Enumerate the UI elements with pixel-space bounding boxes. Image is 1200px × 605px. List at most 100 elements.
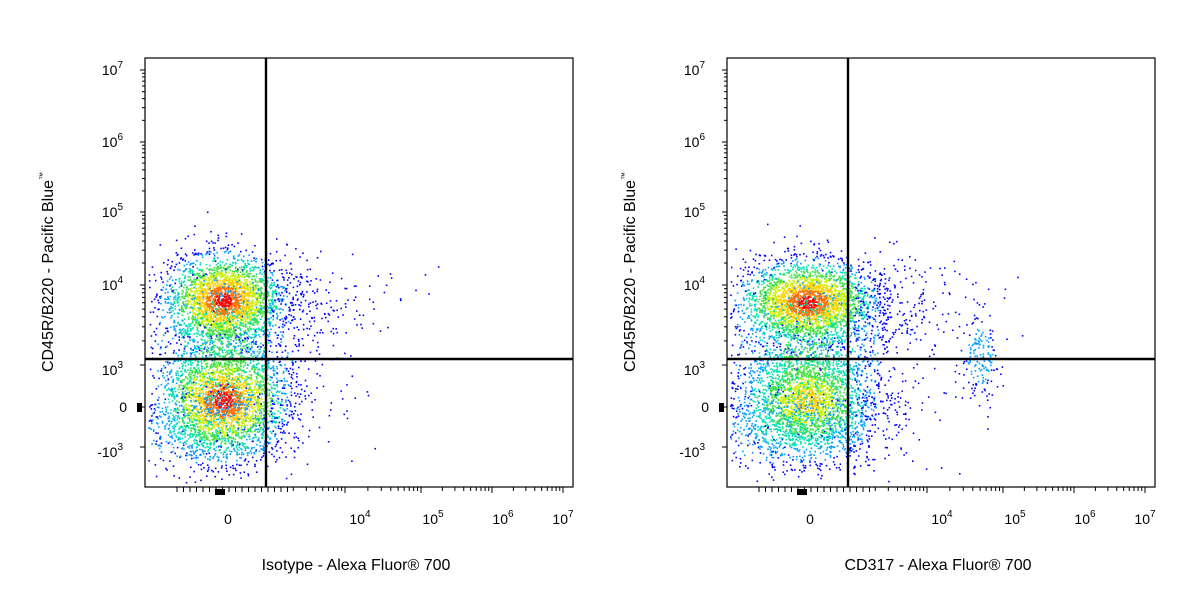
event-dot bbox=[232, 465, 234, 467]
event-dot bbox=[243, 256, 245, 258]
event-dot bbox=[226, 393, 228, 395]
event-dot bbox=[222, 400, 224, 402]
event-dot bbox=[217, 284, 219, 286]
event-dot bbox=[275, 394, 277, 396]
event-dot bbox=[261, 287, 263, 289]
event-dot bbox=[243, 382, 245, 384]
event-dot bbox=[195, 283, 197, 285]
event-dot bbox=[163, 372, 165, 374]
event-dot bbox=[166, 271, 168, 273]
event-dot bbox=[246, 417, 248, 419]
event-dot bbox=[174, 292, 176, 294]
event-dot bbox=[186, 264, 188, 266]
event-dot bbox=[205, 290, 207, 292]
event-dot bbox=[223, 248, 225, 250]
event-dot bbox=[262, 422, 264, 424]
event-dot bbox=[268, 362, 270, 364]
event-dot bbox=[204, 378, 206, 380]
event-dot bbox=[192, 252, 194, 254]
event-dot bbox=[255, 330, 257, 332]
event-dot bbox=[191, 458, 193, 460]
event-dot bbox=[185, 404, 187, 406]
event-dot bbox=[242, 271, 244, 273]
event-dot bbox=[254, 407, 256, 409]
event-dot bbox=[237, 391, 239, 393]
event-dot bbox=[212, 374, 214, 376]
event-dot bbox=[194, 376, 196, 378]
event-dot bbox=[242, 384, 244, 386]
event-dot bbox=[190, 451, 192, 453]
event-dot bbox=[189, 476, 191, 478]
event-dot bbox=[252, 293, 254, 295]
event-dot bbox=[280, 338, 282, 340]
event-dot bbox=[186, 295, 188, 297]
event-dot bbox=[215, 289, 217, 291]
event-dot bbox=[247, 364, 249, 366]
event-dot bbox=[194, 225, 196, 227]
event-dot bbox=[187, 236, 189, 238]
event-dot bbox=[211, 338, 213, 340]
event-dot bbox=[226, 327, 228, 329]
event-dot bbox=[167, 383, 169, 385]
event-dot bbox=[226, 364, 228, 366]
event-dot bbox=[246, 309, 248, 311]
event-dot bbox=[180, 389, 182, 391]
event-dot bbox=[200, 312, 202, 314]
event-dot bbox=[222, 337, 224, 339]
event-dot bbox=[189, 264, 191, 266]
event-dot bbox=[217, 299, 219, 301]
event-dot bbox=[225, 251, 227, 253]
event-dot bbox=[213, 314, 215, 316]
event-dot bbox=[216, 405, 218, 407]
event-dot bbox=[207, 450, 209, 452]
event-dot bbox=[207, 306, 209, 308]
event-dot bbox=[233, 474, 235, 476]
event-dot bbox=[217, 266, 219, 268]
event-dot bbox=[251, 341, 253, 343]
event-dot bbox=[291, 274, 293, 276]
event-dot bbox=[263, 453, 265, 455]
event-dot bbox=[183, 298, 185, 300]
event-dot bbox=[255, 287, 257, 289]
event-dot bbox=[221, 350, 223, 352]
event-dot bbox=[185, 275, 187, 277]
event-dot bbox=[192, 352, 194, 354]
event-dot bbox=[241, 266, 243, 268]
event-dot bbox=[272, 393, 274, 395]
event-dot bbox=[290, 263, 292, 265]
event-dot bbox=[281, 286, 283, 288]
event-dot bbox=[278, 327, 280, 329]
event-dot bbox=[259, 273, 261, 275]
event-dot bbox=[196, 260, 198, 262]
event-dot bbox=[202, 376, 204, 378]
event-dot bbox=[190, 328, 192, 330]
event-dot bbox=[262, 406, 264, 408]
event-dot bbox=[166, 423, 168, 425]
event-dot bbox=[280, 345, 282, 347]
event-dot bbox=[220, 248, 222, 250]
event-dot bbox=[283, 279, 285, 281]
event-dot bbox=[256, 273, 258, 275]
event-dot bbox=[227, 269, 229, 271]
event-dot bbox=[186, 352, 188, 354]
event-dot bbox=[207, 297, 209, 299]
event-dot bbox=[218, 305, 220, 307]
event-dot bbox=[201, 350, 203, 352]
event-dot bbox=[174, 301, 176, 303]
event-dot bbox=[239, 422, 241, 424]
event-dot bbox=[235, 263, 237, 265]
event-dot bbox=[231, 293, 233, 295]
event-dot bbox=[225, 303, 227, 305]
event-dot bbox=[207, 313, 209, 315]
event-dot bbox=[263, 297, 265, 299]
event-dot bbox=[197, 333, 199, 335]
event-dot bbox=[235, 307, 237, 309]
event-dot bbox=[228, 303, 230, 305]
event-dot bbox=[212, 394, 214, 396]
event-dot bbox=[208, 414, 210, 416]
event-dot bbox=[274, 370, 276, 372]
event-dot bbox=[198, 330, 200, 332]
event-dot bbox=[252, 323, 254, 325]
event-dot bbox=[254, 387, 256, 389]
event-dot bbox=[209, 327, 211, 329]
